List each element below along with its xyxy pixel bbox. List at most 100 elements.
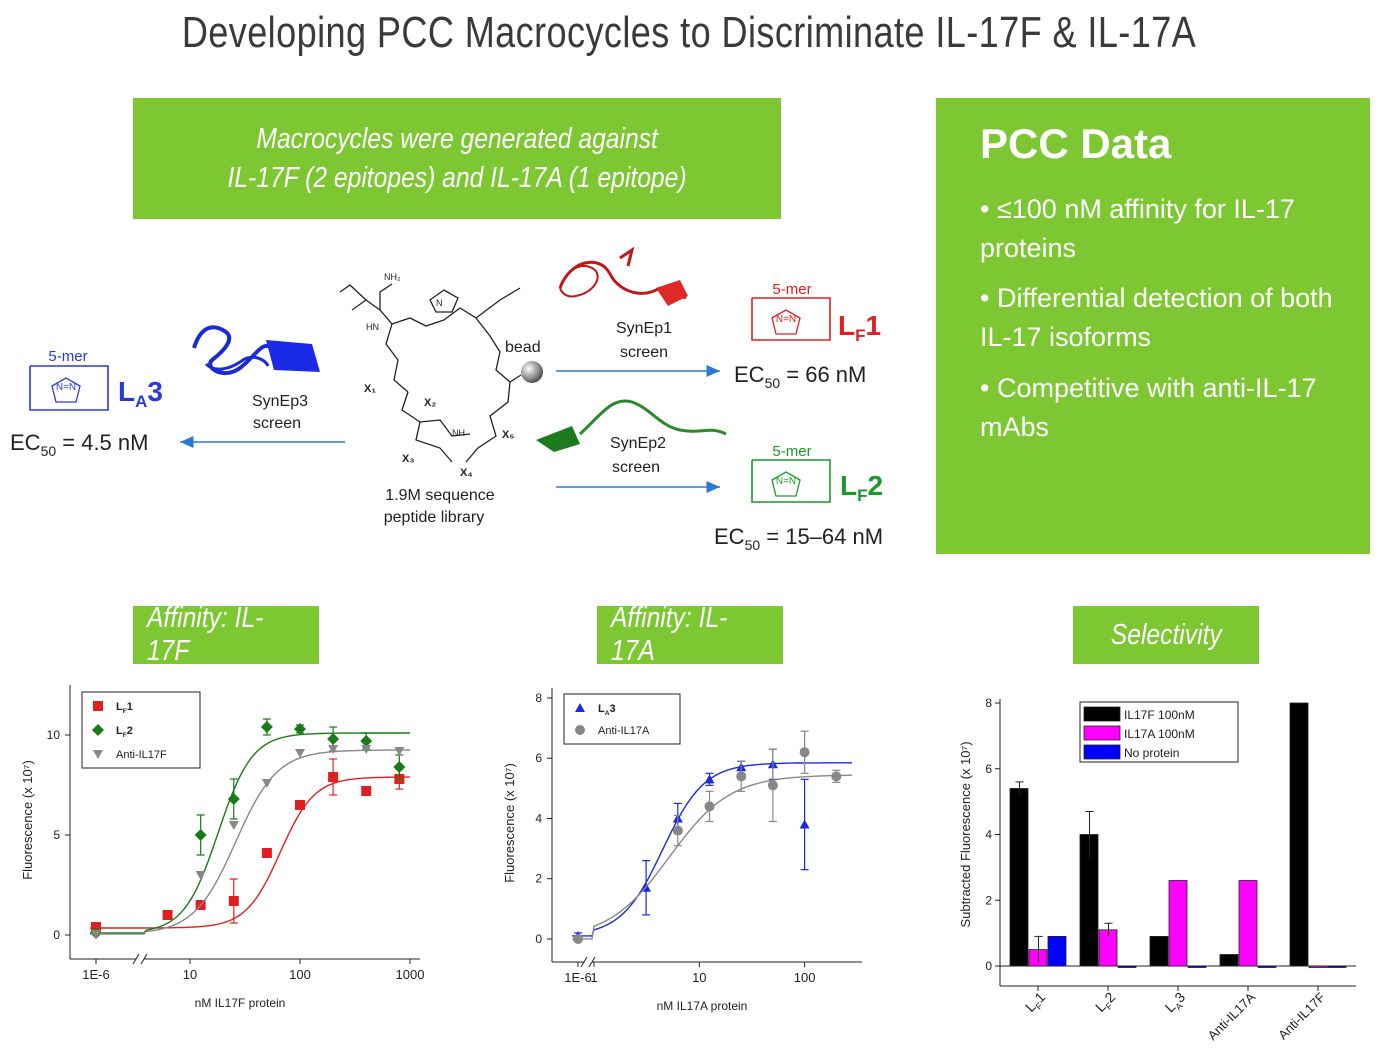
- legend-swatch-no-protein: [1083, 744, 1121, 760]
- library-label-2: peptide library: [384, 509, 485, 526]
- la3-triazole: N=N: [56, 382, 76, 393]
- data-point-lf2: [327, 733, 340, 745]
- y-tick-label: 0: [53, 928, 60, 942]
- data-point-anti-il17a: [799, 747, 810, 758]
- fit-curve-lf1: [90, 776, 410, 929]
- y-axis-label: Fluorescence (x 10⁷): [20, 760, 35, 880]
- lf2-label: LF2: [840, 470, 883, 505]
- axis-break-1: [132, 953, 140, 965]
- y-tick-label: 6: [535, 751, 542, 765]
- synep3-label-1: SynEp3: [252, 393, 308, 410]
- library-label-1: 1.9M sequence: [385, 487, 495, 504]
- bar-no-protein: [1117, 965, 1137, 968]
- axis-break-2: [140, 953, 148, 965]
- x-axis-label: nM IL17F protein: [195, 996, 286, 1010]
- fit-curve-la3: [572, 762, 852, 937]
- x-tick-label: 10: [692, 970, 706, 985]
- data-point-lf2: [227, 793, 240, 805]
- data-point-lf2: [194, 829, 207, 841]
- data-point-lf1: [261, 848, 272, 858]
- data-point-lf1: [361, 786, 372, 796]
- x-tick-label: 1E-6: [564, 970, 591, 985]
- x-tick-label: 100: [794, 970, 816, 985]
- bar-no-protein: [1327, 965, 1347, 968]
- data-point-anti-il17f: [228, 821, 239, 830]
- lf2-structure: 5-mer N=N: [751, 443, 831, 503]
- legend-label-anti-il17a: Anti-IL17A: [598, 725, 650, 737]
- pcc-bullet-affinity: • ≤100 nM affinity for IL-17 proteins: [980, 194, 1295, 263]
- legend-marker-anti-il17f: [93, 750, 103, 759]
- bar-il17a-100nm: [1308, 965, 1328, 968]
- synep1-label-1: SynEp1: [616, 320, 672, 337]
- section-label-affinity-f: Affinity: IL-17F: [133, 602, 319, 667]
- data-point-anti-il17a: [831, 771, 842, 782]
- data-point-anti-il17f: [91, 930, 101, 939]
- synep2-label-1: SynEp2: [610, 435, 666, 452]
- nh-label: NH: [452, 428, 465, 438]
- y-tick-label: 0: [535, 932, 542, 946]
- data-point-lf2: [393, 761, 406, 773]
- legend-label-il17a-100nm: IL17A 100nM: [1124, 727, 1195, 741]
- lf1-label: LF1: [838, 310, 881, 345]
- data-point-anti-il17a: [767, 780, 778, 791]
- data-point-lf1: [295, 800, 305, 810]
- y-tick-label: 2: [985, 893, 992, 907]
- data-point-la3: [704, 774, 715, 784]
- data-point-anti-il17a: [704, 801, 715, 812]
- affinity-il17a-chart: 0 2 4 6 8 1E-61 10 100 nM IL17A protein Fluoresce…: [502, 688, 862, 1013]
- synep1-label-2: screen: [620, 344, 668, 361]
- lf2-triazole: N=N: [776, 476, 796, 487]
- data-point-anti-il17f: [261, 779, 272, 788]
- category-label: Anti-IL17A: [1205, 989, 1259, 1043]
- synep3-label-2: screen: [253, 415, 301, 432]
- x-tick-label: 100: [289, 967, 311, 982]
- bar-il17f-100nm: [1219, 954, 1239, 967]
- data-point-lf1: [328, 772, 339, 782]
- la3-label: LA3: [118, 376, 163, 411]
- bar-no-protein: [1187, 965, 1207, 968]
- pcc-title: PCC Data: [980, 120, 1172, 167]
- bead: [521, 361, 543, 383]
- pcc-data-panel: PCC Data • ≤100 nM affinity for IL-17 pr…: [936, 98, 1370, 554]
- generation-line-2: IL-17F (2 epitopes) and IL-17A (1 epitop…: [227, 161, 687, 194]
- x-tick-label: 10: [183, 967, 197, 982]
- data-point-anti-il17a: [672, 825, 683, 836]
- legend-label-il17f-100nm: IL17F 100nM: [1124, 708, 1195, 722]
- legend-marker-lf1: [93, 701, 103, 711]
- y-tick-label: 4: [535, 811, 542, 825]
- nh2-label: NH₂: [384, 272, 401, 282]
- bar-no-protein: [1047, 936, 1067, 967]
- affinity-il17f-chart: 0 5 10 1E-6 10 100 1000 nM IL17F protein Fluores…: [20, 685, 424, 1010]
- y-tick-label: 8: [985, 696, 992, 710]
- n-label: N: [436, 298, 443, 308]
- lf1-triazole: N=N: [776, 314, 796, 325]
- x4-label: X₄: [460, 467, 473, 479]
- data-point-anti-il17f: [295, 749, 305, 758]
- data-point-anti-il17f: [328, 745, 339, 754]
- fit-curve-anti-il17a: [572, 774, 852, 940]
- axis-break-1: [580, 956, 588, 968]
- y-axis-label: Fluorescence (x 10⁷): [502, 763, 517, 883]
- category-label: Anti-IL17F: [1275, 989, 1328, 1042]
- category-label: LA3: [1162, 989, 1191, 1018]
- section-label-affinity-a: Affinity: IL-17A: [597, 602, 783, 667]
- generation-banner: Macrocycles were generated against IL-17…: [133, 98, 781, 219]
- data-point-lf1: [162, 910, 173, 920]
- bar-no-protein: [1257, 965, 1277, 968]
- y-tick-label: 10: [47, 728, 61, 742]
- y-tick-label: 8: [535, 691, 542, 705]
- pcc-bullet-competitive: • Competitive with anti-IL-17 mAbs: [980, 373, 1317, 442]
- x5-label: X₅: [502, 429, 514, 441]
- lf1-mer-label: 5-mer: [772, 281, 811, 298]
- data-point-lf1: [228, 896, 239, 906]
- synep2-label-2: screen: [612, 459, 660, 476]
- x-axis-label: nM IL17A protein: [657, 999, 748, 1013]
- legend-swatch-il17a-100nm: [1083, 725, 1121, 741]
- y-tick-label: 0: [985, 959, 992, 973]
- peptide-library-structure: [339, 283, 521, 463]
- x2-label: X₂: [424, 397, 436, 409]
- selectivity-chart: 0 2 4 6 8 Subtracted Fluorescence (x 10⁷) LF1 L…: [958, 696, 1356, 1043]
- lf2-mer-label: 5-mer: [772, 443, 811, 460]
- legend-label-no-protein: No protein: [1124, 746, 1179, 760]
- pcc-bullet-detection: • Differential detection of both IL-17 i…: [980, 283, 1333, 352]
